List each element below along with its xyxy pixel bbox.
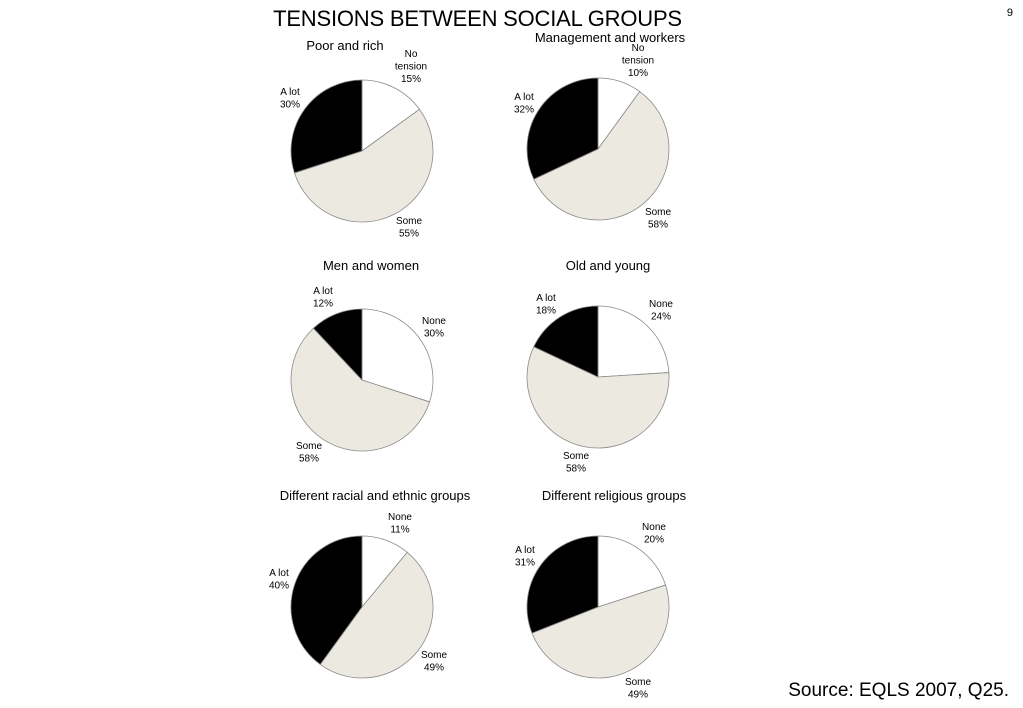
slice-label: A lot 18% [536,293,556,317]
slice-label: None 24% [649,299,673,323]
slice-label: A lot 31% [515,545,535,569]
pie-slice-none [597,305,670,378]
page-number: 9 [1006,7,1013,19]
pie-slice-a-lot [290,79,363,174]
pie-slice-some [290,327,431,452]
pie-slice-a-lot [312,308,363,382]
slice-label: Some 58% [563,451,590,475]
slice-label: Some 49% [421,650,448,674]
pie-slice-some [531,584,670,679]
pie-slice-some [533,91,670,221]
pie-slice-some [526,346,670,449]
pie-slice-a-lot [526,535,599,634]
pie-chart: Different religious groups None 20% Some 49%… [515,488,687,701]
page-title: TENSIONS BETWEEN SOCIAL GROUPS [273,6,682,31]
pie-slice-none [597,535,667,608]
chart-title: Old and young [566,258,651,273]
pie-chart: Men and women None 30% Some 58% A lot 12% [290,258,446,465]
chart-title: Poor and rich [306,38,383,53]
pie-chart: Old and young None 24% Some 58% A lot 18% [526,258,673,475]
chart-title: Different racial and ethnic groups [280,488,471,503]
slice-label: A lot 40% [269,568,289,592]
pie-slice-a-lot [526,77,599,180]
pie-slice-a-lot [290,535,363,665]
slice-label: A lot 30% [280,87,300,111]
pie-slice-a-lot [533,305,599,378]
slice-label: A lot 32% [514,92,534,116]
chart-title: Different religious groups [542,488,687,503]
slice-label: Some 58% [296,441,323,465]
pie-slice-some [319,551,434,679]
pie-slice-some [293,108,434,223]
chart-title: Men and women [323,258,419,273]
slice-label: None 11% [388,512,412,536]
source-note: Source: EQLS 2007, Q25. [788,680,1009,701]
pie-slice-none [361,79,420,152]
slice-label: None 20% [642,522,666,546]
chart-title: Management and workers [535,30,686,45]
pie-chart: Different racial and ethnic groups None 11… [269,488,471,679]
slice-label: A lot 12% [313,286,333,310]
pie-slice-none [361,308,434,403]
slice-label: Some 49% [625,677,652,701]
slice-label: None 30% [422,316,446,340]
slice-label: Some 58% [645,207,672,231]
slice-label: No tension 10% [622,43,654,79]
slice-label: No tension 15% [395,49,427,85]
pie-chart: Poor and rich No tension 15% Some 55% A lot 30% [280,38,434,240]
slice-label: Some 55% [396,216,423,240]
